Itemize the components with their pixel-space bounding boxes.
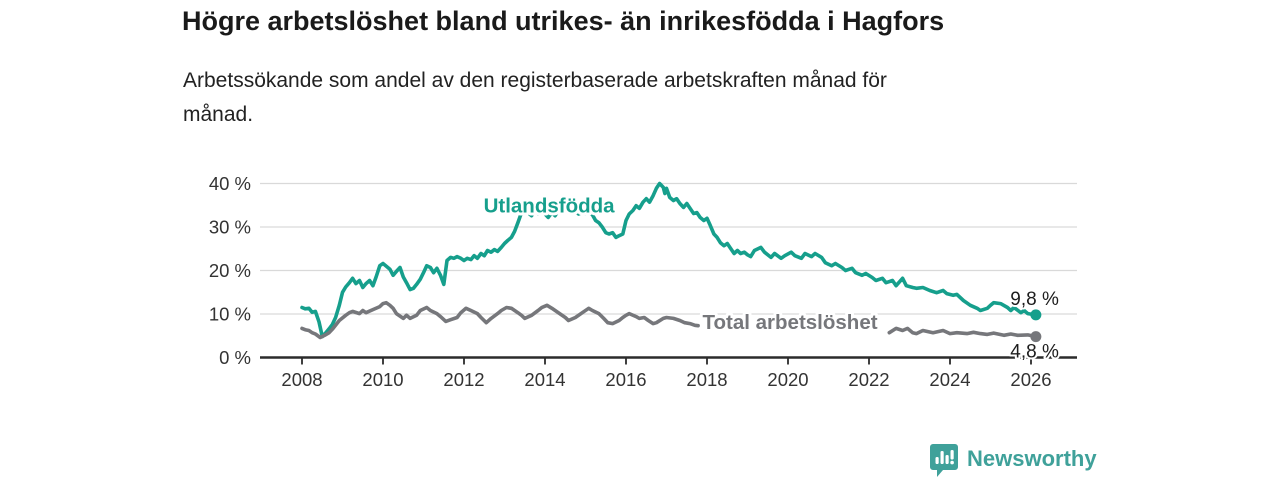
end-value-label: 9,8 % [1010,289,1059,310]
x-axis-tick-label: 2020 [767,369,808,390]
x-axis-tick-label: 2024 [929,369,970,390]
brand-name: Newsworthy [967,446,1097,471]
y-axis-tick-label: 20 % [209,260,251,281]
series-label: Total arbetslöshet [703,311,878,334]
x-axis-tick-label: 2014 [524,369,565,390]
x-axis-tick-label: 2010 [362,369,403,390]
y-axis-tick-label: 40 % [209,173,251,194]
series-label: Utlandsfödda [484,194,616,217]
y-axis-tick-label: 10 % [209,304,251,325]
x-axis-tick-label: 2012 [443,369,484,390]
x-axis-tick-label: 2026 [1010,369,1051,390]
x-axis-tick-label: 2022 [848,369,889,390]
chart-subtitle: Arbetssökande som andel av den registerb… [183,69,887,126]
series-line [887,326,1038,339]
series-end-dot [1030,309,1042,321]
x-axis-tick-label: 2018 [686,369,727,390]
y-axis-tick-label: 30 % [209,217,251,238]
series-line [300,181,1038,339]
newsworthy-logo: Newsworthy [930,444,1097,480]
y-axis-tick-label: 0 % [219,347,251,368]
unemployment-line-chart: 0 % 10 % 20 % 30 % 40 % 2008 2010 2012 2014 2016 2… [209,173,1077,390]
x-axis-tick-label: 2016 [605,369,646,390]
page-title: Högre arbetslöshet bland utrikes- än inr… [182,6,945,36]
series-end-dot [1030,331,1042,343]
series-line [300,300,700,340]
bar-chart-speech-bubble-icon [930,444,958,477]
x-axis-tick-label: 2008 [281,369,322,390]
end-value-label: 4,8 % [1010,342,1059,363]
